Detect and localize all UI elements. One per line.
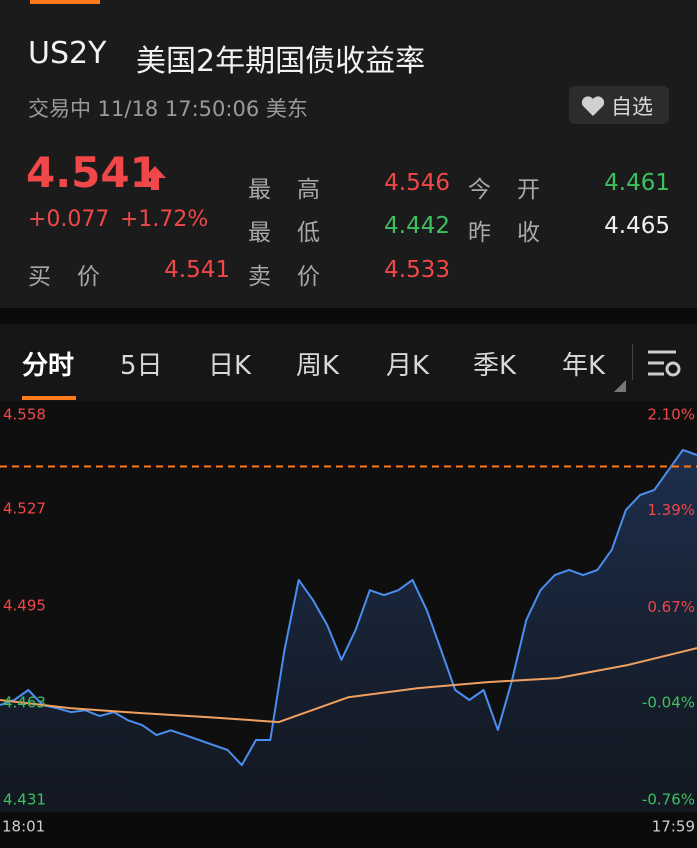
period-tab[interactable]: 5日 [120,351,163,381]
y-tick-label: 4.431 [3,791,46,809]
active-indicator [30,0,100,4]
y2-tick-label: -0.76% [642,791,695,809]
y2-tick-label: 1.39% [647,501,695,519]
price-change: +0.077 [28,207,110,232]
period-tab[interactable]: 季K [473,351,517,381]
tab-divider [632,344,633,380]
watchlist-button[interactable]: 自选 [569,86,669,124]
more-triangle [614,380,626,392]
stat-label: 最高 [248,177,346,203]
period-tab[interactable]: 年K [562,351,606,381]
stat-label: 卖价 [248,264,346,290]
x-tick-label: 17:59 [652,818,695,836]
heart-icon [581,96,605,116]
trade-status: 交易中 11/18 17:50:06 美东 [28,97,308,121]
period-tab[interactable]: 月K [386,351,430,381]
up-arrow [144,166,166,190]
y-tick-label: 4.463 [3,693,46,711]
tab-underline [22,396,76,400]
period-tab[interactable]: 日K [208,351,252,381]
x-tick-label: 18:01 [2,818,45,836]
stat-value: 4.442 [384,213,450,239]
stat-label: 今开 [468,177,566,203]
period-tab[interactable]: 周K [296,351,340,381]
y2-tick-label: -0.04% [642,694,695,712]
price-change-pct: +1.72% [120,207,209,232]
quote-panel: US2Y 美国2年期国债收益率 交易中 11/18 17:50:06 美东 自选… [0,0,697,308]
stat-label: 买价 [28,264,126,290]
intraday-chart: 2.10% 1.39% 0.67% -0.04% -0.76% 4.558 4.527 4.4… [0,403,697,836]
stat-value: 4.546 [384,170,450,196]
y-tick-label: 4.495 [3,596,46,614]
stat-label: 昨收 [468,220,566,246]
y-tick-label: 4.527 [3,499,46,517]
y2-tick-label: 0.67% [647,598,695,616]
price-area [0,449,697,812]
stat-label: 最低 [248,220,346,246]
average-line [0,647,697,724]
symbol: US2Y [28,36,107,71]
stat-value: 4.541 [164,257,230,283]
stat-value: 4.461 [604,170,670,196]
settings-icon[interactable] [646,348,682,380]
y2-tick-label: 2.10% [647,406,695,424]
period-tabs: 分时 5日 日K 周K 月K 季K 年K [0,324,697,402]
price-line [0,448,697,767]
watchlist-label: 自选 [611,95,653,119]
period-tab[interactable]: 分时 [22,351,75,381]
y-tick-label: 4.558 [3,406,46,424]
last-price: 4.541 [26,148,159,197]
stat-value: 4.465 [604,213,670,239]
stat-value: 4.533 [384,257,450,283]
instrument-name: 美国2年期国债收益率 [136,44,426,79]
